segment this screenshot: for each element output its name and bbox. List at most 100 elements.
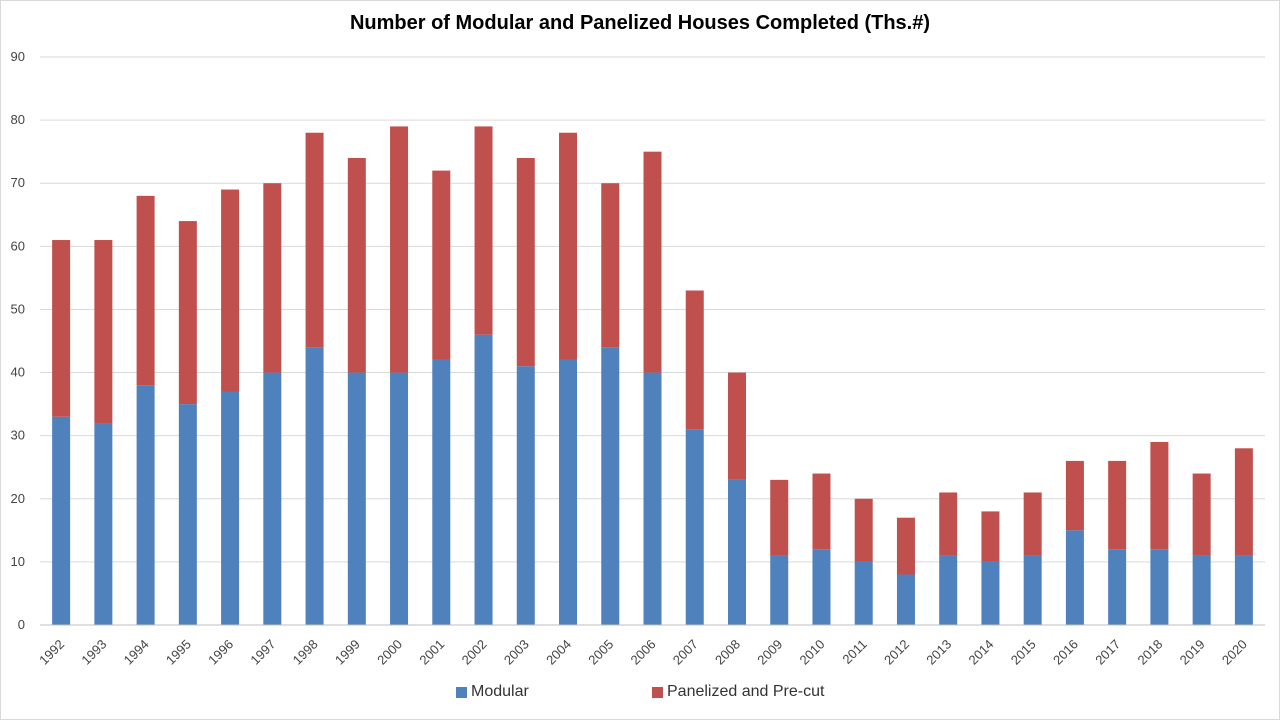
bar-modular-2018: [1150, 549, 1169, 625]
legend-swatch-panelized: [652, 686, 663, 698]
bar-panelized-2014: [981, 511, 1000, 562]
x-tick-label: 1999: [332, 637, 363, 668]
bar-panelized-1998: [305, 132, 324, 348]
x-tick-label: 2008: [712, 637, 743, 668]
legend-item-panelized: Panelized and Pre-cut: [652, 683, 824, 701]
x-tick-label: 2019: [1177, 637, 1208, 668]
bar-panelized-2017: [1108, 460, 1127, 550]
y-tick-label: 40: [11, 365, 25, 380]
y-tick-label: 60: [11, 238, 25, 253]
x-tick-label: 2003: [501, 637, 532, 668]
bar-modular-2001: [432, 359, 451, 625]
bars: [52, 126, 1253, 625]
bar-modular-2002: [474, 334, 493, 625]
x-tick-label: 2018: [1134, 637, 1165, 668]
y-tick-label: 80: [11, 112, 25, 127]
x-tick-label: 1998: [290, 637, 321, 668]
legend-swatch-modular: [456, 686, 467, 698]
x-tick-label: 2020: [1219, 637, 1250, 668]
x-tick-label: 2006: [628, 637, 659, 668]
bar-panelized-2001: [432, 170, 451, 360]
bar-modular-2017: [1108, 549, 1127, 625]
bar-modular-2010: [812, 549, 831, 625]
y-tick-label: 10: [11, 554, 25, 569]
bar-modular-1995: [178, 404, 197, 625]
bar-panelized-2013: [939, 492, 958, 556]
legend: Modular Panelized and Pre-cut: [0, 683, 1280, 705]
bar-modular-2003: [516, 366, 535, 625]
bar-modular-2000: [390, 372, 409, 625]
bar-modular-2012: [896, 574, 915, 625]
bar-panelized-1994: [136, 195, 155, 386]
bar-panelized-1995: [178, 221, 197, 405]
x-tick-label: 2017: [1092, 637, 1123, 668]
bar-panelized-2009: [770, 479, 789, 556]
x-tick-label: 2009: [754, 637, 785, 668]
y-tick-label: 0: [18, 617, 25, 632]
bar-panelized-2010: [812, 473, 831, 550]
bar-panelized-2018: [1150, 441, 1169, 550]
bar-modular-1993: [94, 423, 113, 625]
bar-panelized-2015: [1023, 492, 1042, 556]
bar-modular-2019: [1192, 555, 1211, 625]
x-tick-label: 2015: [1008, 637, 1039, 668]
bar-panelized-1993: [94, 240, 113, 424]
x-tick-label: 2011: [839, 637, 869, 667]
bar-modular-2016: [1065, 530, 1084, 625]
legend-item-modular: Modular: [456, 683, 529, 701]
x-tick-label: 2014: [965, 637, 996, 668]
bar-modular-1996: [221, 391, 240, 625]
bar-modular-2005: [601, 347, 620, 625]
bar-panelized-2016: [1065, 460, 1084, 531]
bar-modular-2020: [1234, 555, 1253, 625]
bar-panelized-1999: [347, 157, 366, 373]
x-tick-label: 2001: [416, 637, 447, 668]
x-tick-label: 2010: [797, 637, 828, 668]
x-tick-label: 1992: [36, 637, 67, 668]
bar-panelized-2011: [854, 498, 873, 562]
x-axis-ticks: 1992 1993 1994 1995 1996 1997 1998 1999 2000 2001…: [36, 637, 1250, 668]
bar-panelized-2005: [601, 183, 620, 348]
bar-panelized-2004: [559, 132, 578, 360]
y-tick-label: 90: [11, 49, 25, 64]
bar-modular-1992: [52, 416, 71, 625]
bar-panelized-1992: [52, 240, 71, 417]
bar-panelized-2019: [1192, 473, 1211, 556]
x-tick-label: 2007: [670, 637, 701, 668]
bar-modular-2011: [854, 561, 873, 625]
bar-panelized-2000: [390, 126, 409, 373]
y-tick-label: 70: [11, 175, 25, 190]
x-tick-label: 1993: [78, 637, 109, 668]
x-tick-label: 2000: [374, 637, 405, 668]
y-tick-label: 20: [11, 491, 25, 506]
bar-modular-1999: [347, 372, 366, 625]
x-tick-label: 2012: [881, 637, 912, 668]
bar-modular-1998: [305, 347, 324, 625]
y-axis-ticks: 0 10 20 30 40 50 60 70 80 90: [11, 49, 25, 632]
x-tick-label: 2004: [543, 637, 574, 668]
bar-panelized-1997: [263, 183, 282, 373]
x-tick-label: 1996: [205, 637, 236, 668]
bar-panelized-2007: [685, 290, 704, 430]
bar-panelized-2003: [516, 157, 535, 367]
x-tick-label: 2013: [923, 637, 954, 668]
legend-label-modular: Modular: [471, 683, 529, 700]
bar-panelized-2012: [896, 517, 915, 575]
x-tick-label: 2016: [1050, 637, 1081, 668]
x-tick-label: 2005: [585, 637, 616, 668]
bar-panelized-2020: [1234, 448, 1253, 556]
x-tick-label: 2002: [459, 637, 490, 668]
bar-modular-2013: [939, 555, 958, 625]
x-tick-label: 1997: [247, 637, 278, 668]
x-tick-label: 1994: [121, 637, 152, 668]
legend-label-panelized: Panelized and Pre-cut: [667, 683, 825, 700]
x-tick-label: 1995: [163, 637, 194, 668]
bar-panelized-1996: [221, 189, 240, 392]
bar-modular-1994: [136, 385, 155, 625]
bar-modular-2009: [770, 555, 789, 625]
bar-modular-2008: [727, 479, 746, 625]
chart-title: Number of Modular and Panelized Houses C…: [349, 12, 931, 34]
bar-modular-1997: [263, 372, 282, 625]
bar-panelized-2008: [727, 372, 746, 480]
